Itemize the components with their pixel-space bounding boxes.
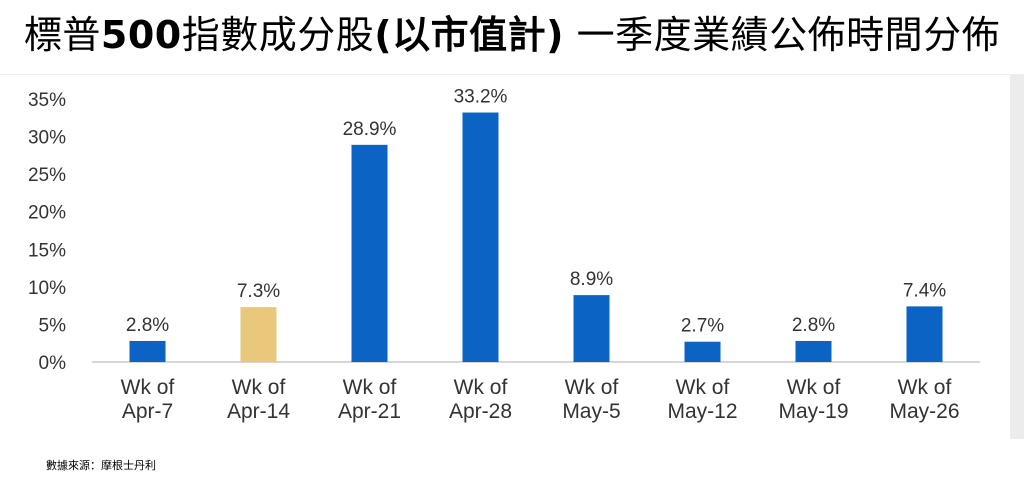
title-part-1: 標普 <box>23 13 101 57</box>
x-tick-label: May-12 <box>667 400 737 423</box>
data-label: 8.9% <box>570 269 613 290</box>
bar <box>129 340 166 362</box>
data-label: 2.8% <box>126 315 169 336</box>
bar <box>795 340 832 362</box>
source-note: 數據來源：摩根士丹利 <box>46 459 156 472</box>
title-part-3: 一季度業績公佈時間分佈 <box>564 13 1001 57</box>
x-tick-label: Apr-28 <box>449 400 512 423</box>
bar <box>573 295 610 362</box>
x-tick-label: Wk of <box>898 376 952 399</box>
bar <box>684 341 721 362</box>
x-tick-label: Apr-7 <box>122 400 173 423</box>
y-tick-label: 15% <box>28 240 66 261</box>
x-tick-label: Wk of <box>454 376 508 399</box>
x-tick-label: May-19 <box>778 400 848 423</box>
chart-panel <box>0 74 1024 439</box>
data-label: 2.7% <box>681 316 724 337</box>
bar <box>906 306 943 362</box>
title-part-2: 指數成分股 <box>181 13 375 57</box>
y-tick-label: 25% <box>28 165 66 186</box>
data-label: 2.8% <box>792 315 835 336</box>
y-tick-label: 5% <box>39 315 67 336</box>
data-label: 28.9% <box>343 119 397 140</box>
title-part-paren: (以市值計) <box>374 13 564 57</box>
x-tick-label: Wk of <box>787 376 841 399</box>
data-label: 7.4% <box>903 280 946 301</box>
data-label: 33.2% <box>454 87 508 108</box>
chart-title: 標普500指數成分股(以市值計) 一季度業績公佈時間分佈 <box>0 4 1024 59</box>
x-tick-label: May-26 <box>889 400 959 423</box>
title-part-500: 500 <box>100 13 182 57</box>
bar <box>351 144 388 362</box>
x-tick-label: Apr-14 <box>227 400 290 423</box>
x-tick-label: Wk of <box>565 376 619 399</box>
data-label: 7.3% <box>237 281 280 302</box>
y-tick-label: 35% <box>28 90 66 111</box>
x-tick-label: Wk of <box>232 376 286 399</box>
y-tick-label: 0% <box>39 353 67 374</box>
x-tick-label: Wk of <box>121 376 175 399</box>
y-tick-label: 10% <box>28 278 66 299</box>
x-tick-label: Wk of <box>676 376 730 399</box>
x-tick-label: Wk of <box>343 376 397 399</box>
x-tick-label: May-5 <box>562 400 620 423</box>
bar <box>240 307 277 362</box>
bar-chart: 0%5%10%15%20%25%30%35%2.8%Wk ofApr-77.3%… <box>28 87 980 423</box>
bar <box>462 112 499 362</box>
panel-edge <box>1010 75 1024 439</box>
y-tick-label: 20% <box>28 203 66 224</box>
y-tick-label: 30% <box>28 128 66 149</box>
x-tick-label: Apr-21 <box>338 400 401 423</box>
